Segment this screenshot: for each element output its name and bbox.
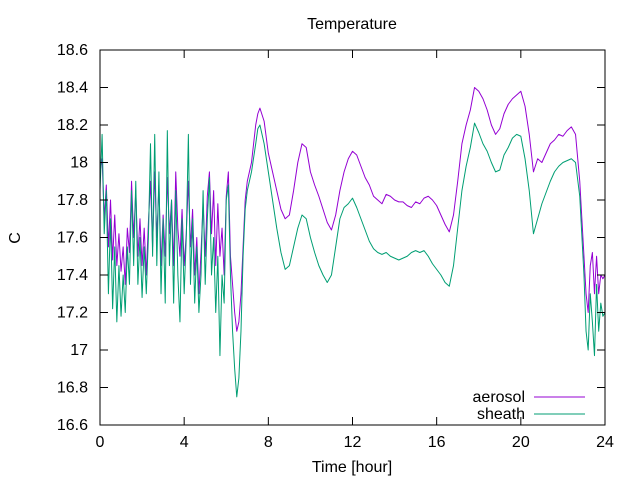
y-tick-label: 18 [70,155,88,172]
series-line-sheath [99,122,606,398]
x-tick-label: 8 [264,434,273,451]
y-tick-label: 18.2 [57,117,88,134]
y-tick-label: 16.6 [57,417,88,434]
x-tick-label: 0 [96,434,105,451]
legend-label-aerosol: aerosol [473,389,525,406]
y-tick-label: 16.8 [57,380,88,397]
x-axis-tick-labels: 0 4 8 12 16 20 24 [96,434,614,451]
legend-label-sheath: sheath [477,406,525,423]
series-lines [99,87,606,398]
y-tick-label: 17.6 [57,230,88,247]
x-tick-label: 4 [180,434,189,451]
x-axis-label: Time [hour] [312,459,392,476]
y-axis-tick-labels: 16.6 16.8 17 17.2 17.4 17.6 17.8 18 18.2 18.4 18.6 [57,42,88,434]
y-axis-label: C [7,232,24,244]
y-tick-label: 17.4 [57,267,88,284]
x-tick-label: 12 [344,434,362,451]
axis-ticks [99,49,606,426]
y-tick-label: 17.8 [57,192,88,209]
x-tick-label: 20 [512,434,530,451]
y-tick-label: 17 [70,342,88,359]
x-tick-label: 16 [428,434,446,451]
y-tick-label: 18.4 [57,80,88,97]
x-tick-label: 24 [596,434,614,451]
chart-title: Temperature [307,16,397,33]
y-tick-label: 18.6 [57,42,88,59]
y-tick-label: 17.2 [57,305,88,322]
